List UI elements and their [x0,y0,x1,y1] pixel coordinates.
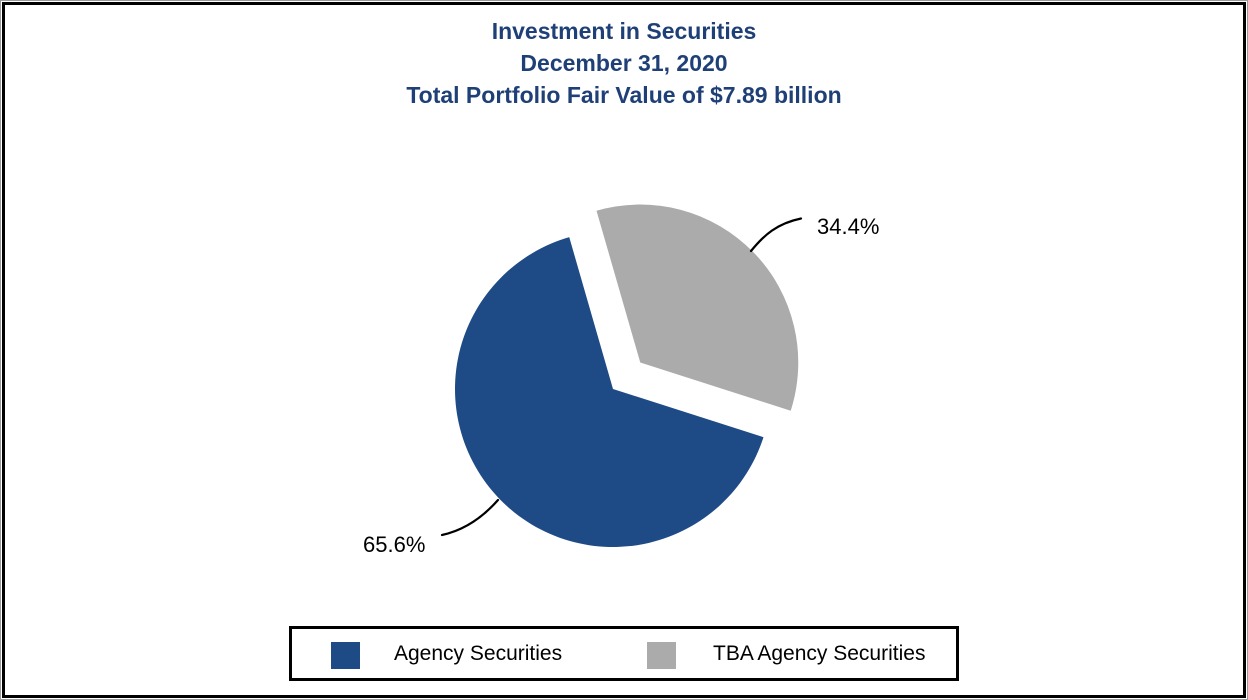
pie-slice-agency-securities [454,237,764,547]
leader-line-tba-agency [749,217,803,253]
legend: Agency Securities TBA Agency Securities [289,626,959,681]
chart-title-line1: Investment in Securities [491,18,757,44]
legend-swatch-agency-securities [331,642,360,669]
data-label-agency: 65.6% [363,532,425,557]
chart-title-line3: Total Portfolio Fair Value of $7.89 bill… [406,82,842,108]
data-label-tba-agency: 34.4% [817,214,879,239]
legend-label-tba-agency-securities: TBA Agency Securities [713,642,926,665]
pie-slice-tba-agency-securities [596,204,799,411]
legend-label-agency-securities: Agency Securities [394,642,563,665]
leader-line-agency [440,498,500,537]
chart-title: Investment in Securities December 31, 20… [1,15,1247,111]
legend-swatch-tba-agency-securities [647,642,676,669]
chart-title-line2: December 31, 2020 [520,50,728,76]
